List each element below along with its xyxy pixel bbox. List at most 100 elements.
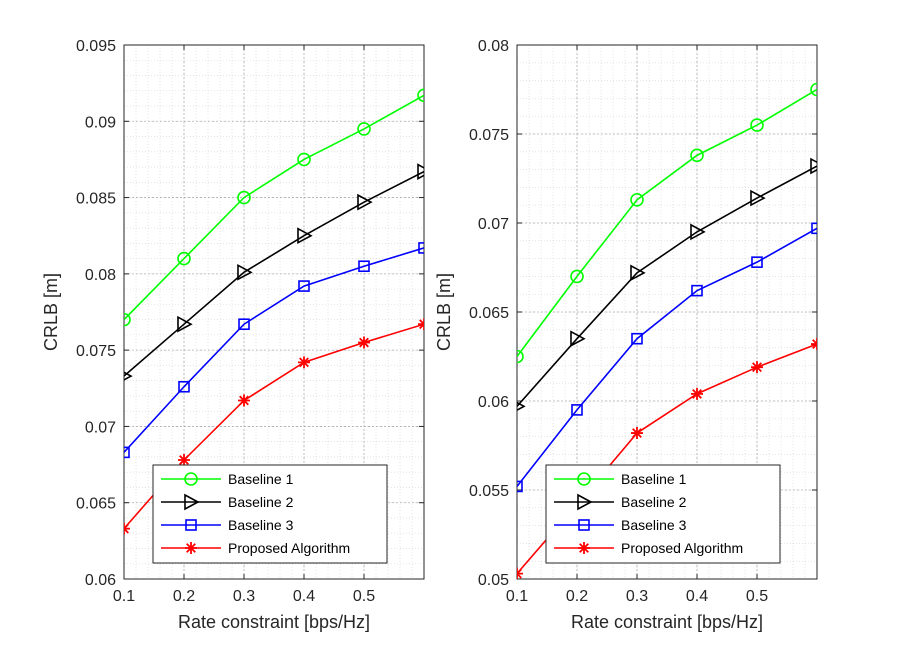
y-tick-label: 0.065 [469, 305, 509, 322]
legend-marker [578, 519, 590, 531]
x-tick-label: 0.4 [686, 588, 708, 605]
y-axis-label: CRLB [m] [41, 273, 61, 351]
series-point [417, 163, 424, 180]
x-tick-label: 0.3 [233, 588, 255, 605]
legend-label: Proposed Algorithm [228, 540, 350, 556]
legend-label: Baseline 1 [621, 471, 687, 487]
legend-marker [184, 472, 198, 486]
y-tick-label: 0.095 [76, 38, 116, 55]
legend-label: Proposed Algorithm [621, 540, 743, 556]
series-point [631, 332, 643, 345]
series-point [124, 371, 133, 381]
series-point [751, 256, 763, 268]
y-tick-label: 0.07 [85, 419, 116, 436]
series-point [417, 88, 424, 103]
series-line [124, 247, 424, 453]
series-point [691, 387, 703, 400]
legend-marker [578, 542, 590, 554]
series-point [237, 263, 253, 281]
series-line [517, 227, 817, 487]
series-point [124, 446, 130, 459]
series-1 [124, 88, 424, 327]
x-tick-label: 0.5 [353, 588, 375, 605]
series-point [571, 404, 583, 416]
series-1 [517, 82, 817, 364]
series-point [358, 260, 370, 273]
chart-panel-1: 0.1 0.2 0.3 0.4 0.5 0.06 0.065 0.07 0.075 0.08 0.0… [41, 38, 425, 632]
legend-item: Proposed Algorithm [554, 540, 743, 556]
legend-item: Baseline 1 [161, 471, 294, 487]
chart-panel-2: 0.1 0.2 0.3 0.4 0.5 0.05 0.055 0.06 0.065 0.07 0.0… [434, 38, 818, 632]
series-point [124, 312, 131, 327]
series-point [298, 280, 310, 292]
y-tick-label: 0.06 [478, 394, 509, 411]
legend-item: Baseline 3 [554, 517, 687, 533]
series-point [124, 522, 130, 535]
legend: Baseline 1 Baseline 2 Baseline 3 Proposed A… [152, 464, 388, 564]
x-axis-label: Rate constraint [bps/Hz] [178, 612, 370, 632]
series-point [570, 330, 586, 348]
series-point [811, 338, 817, 351]
series-point [517, 349, 524, 364]
x-tick-label: 0.1 [113, 588, 135, 605]
y-tick-label: 0.085 [76, 191, 116, 208]
series-point [237, 190, 251, 205]
series-point [690, 223, 706, 241]
legend-label: Baseline 3 [228, 517, 294, 533]
legend-item: Proposed Algorithm [161, 540, 350, 556]
legend-item: Baseline 2 [161, 493, 294, 511]
series-point [297, 152, 311, 167]
series-line [517, 88, 817, 357]
series-point [630, 193, 644, 207]
x-tick-label: 0.2 [173, 588, 195, 605]
series-point [570, 269, 584, 284]
series-2 [124, 163, 424, 381]
series-point [177, 251, 191, 266]
series-point [630, 264, 646, 282]
legend-marker [184, 493, 200, 511]
y-tick-label: 0.055 [469, 483, 509, 500]
legend-label: Baseline 3 [621, 517, 687, 533]
series-line [124, 94, 424, 321]
series-point [750, 189, 766, 207]
series-point [810, 157, 817, 175]
series-point [517, 567, 523, 579]
y-tick-label: 0.08 [85, 267, 116, 284]
axes-box [123, 44, 425, 580]
y-tick-label: 0.065 [76, 496, 116, 513]
series-point [517, 480, 523, 493]
x-tick-label: 0.4 [293, 588, 315, 605]
legend-label: Baseline 2 [228, 494, 294, 510]
y-axis-label: CRLB [m] [434, 273, 454, 351]
series-point [631, 427, 643, 440]
legend-label: Baseline 1 [228, 471, 294, 487]
y-tick-label: 0.07 [478, 216, 509, 233]
series-point [418, 318, 424, 331]
series-3 [517, 222, 817, 493]
series-point [691, 284, 703, 297]
series-point [517, 401, 526, 412]
series-point [358, 336, 370, 349]
series-point [357, 193, 373, 211]
legend-marker [577, 472, 591, 486]
series-point [690, 148, 704, 163]
series-point [297, 227, 313, 245]
x-axis-label: Rate constraint [bps/Hz] [571, 612, 763, 632]
legend: Baseline 1 Baseline 2 Baseline 3 Proposed A… [545, 464, 781, 564]
series-point [810, 82, 817, 97]
y-tick-label: 0.05 [478, 572, 509, 589]
x-tick-label: 0.3 [626, 588, 648, 605]
y-tick-label: 0.075 [76, 343, 116, 360]
series-point [238, 394, 250, 407]
y-tick-label: 0.06 [85, 572, 116, 589]
y-tick-label: 0.08 [478, 38, 509, 55]
series-point [298, 356, 310, 369]
legend-marker [185, 542, 197, 554]
series-point [811, 222, 817, 235]
x-tick-label: 0.2 [566, 588, 588, 605]
series-point [178, 380, 190, 393]
series-point [750, 118, 764, 132]
series-line [124, 170, 424, 377]
series-point [418, 242, 424, 254]
